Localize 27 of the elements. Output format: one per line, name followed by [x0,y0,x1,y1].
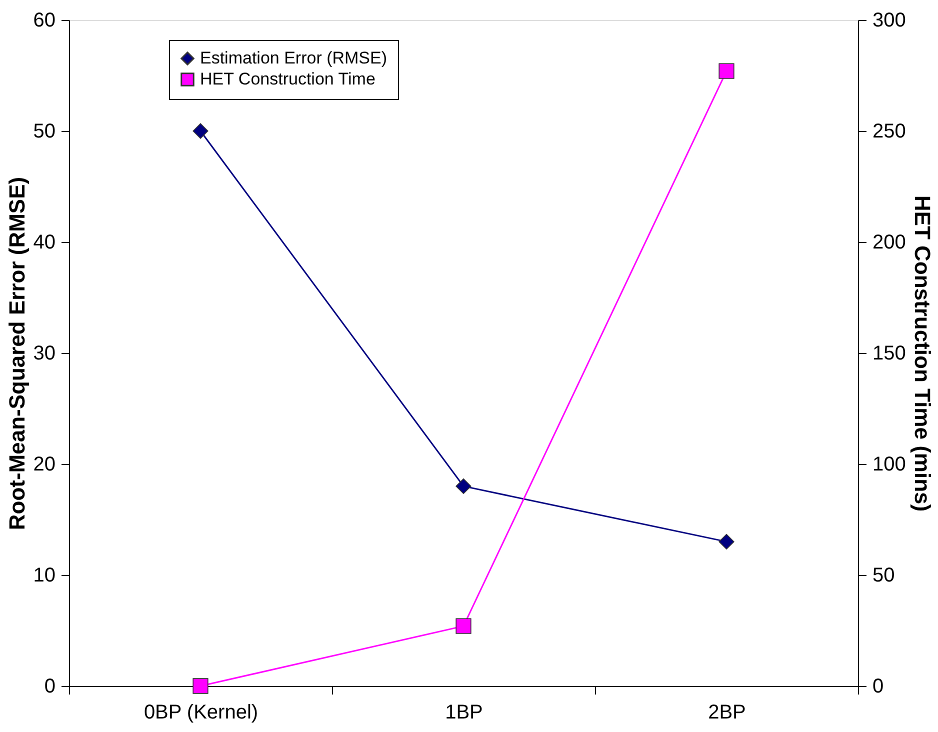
y2-tick-label: 100 [872,454,906,476]
y2-tick-label: 50 [872,564,895,586]
y-tick-label: 0 [44,676,56,698]
y-tick-label: 50 [33,120,56,142]
legend-label: Estimation Error (RMSE) [200,48,388,68]
y-axis-title: Root-Mean-Squared Error (RMSE) [4,176,30,530]
point [192,678,208,694]
x-tick-label: 0BP (Kernel) [144,702,258,724]
y-tick-label: 30 [33,342,56,364]
point [718,534,734,550]
point [456,618,472,634]
y2-tick-label: 0 [872,676,884,698]
x-tick-label: 2BP [708,702,746,724]
y2-axis-title: HET Construction Time (mins) [910,195,935,512]
y2-tick-label: 250 [872,120,906,142]
y-tick-label: 20 [33,454,56,476]
y-tick-label: 40 [33,232,56,254]
y2-tick-label: 300 [872,10,906,32]
legend-label: HET Construction Time [200,70,376,88]
y-tick-label: 60 [33,10,56,32]
y2-tick-label: 200 [872,232,906,254]
point [456,478,472,494]
y-tick-label: 10 [33,564,56,586]
x-tick-label: 1BP [445,702,483,724]
point [192,123,208,139]
y2-tick-label: 150 [872,342,906,364]
point [718,63,734,79]
